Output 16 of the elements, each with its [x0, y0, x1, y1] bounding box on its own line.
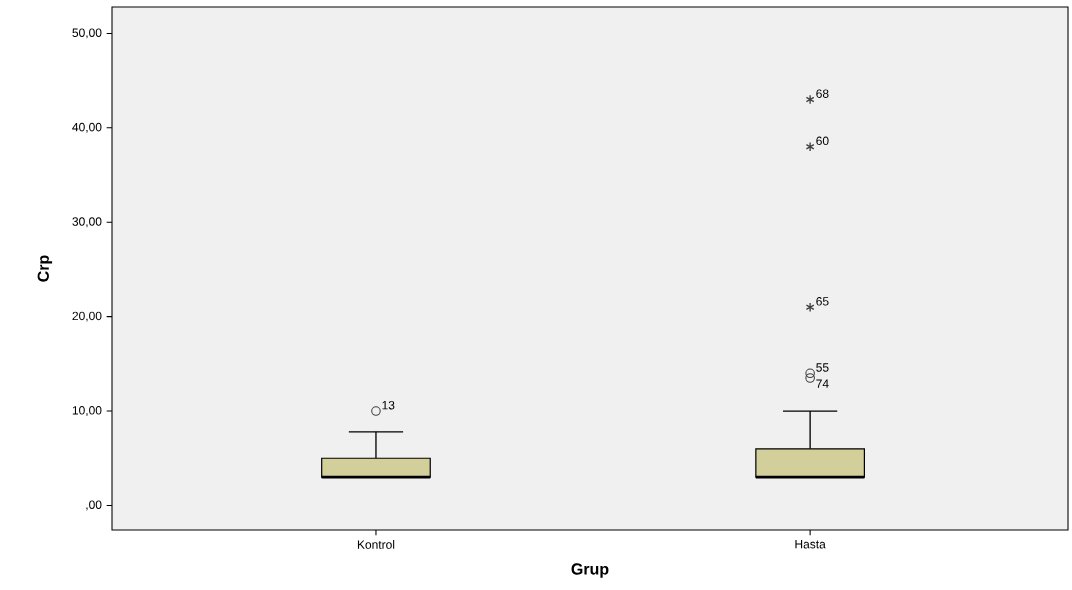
annotation: 68 — [816, 89, 829, 98]
x-tick-label: Hasta — [795, 540, 826, 549]
annotation: 65 — [816, 297, 829, 306]
y-tick-label: 30,00 — [72, 217, 102, 228]
y-tick-label: 40,00 — [72, 122, 102, 133]
y-tick-label: 10,00 — [72, 406, 102, 416]
annotation: 13 — [382, 400, 395, 410]
y-tick-label: 20,00 — [72, 311, 102, 322]
x-axis-title: Grup — [571, 563, 609, 578]
y-tick-label: ,00 — [86, 500, 102, 511]
annotation: 60 — [816, 136, 829, 146]
annotation: 74 — [816, 379, 829, 388]
x-tick-label: Kontrol — [357, 540, 395, 549]
y-tick-label: 50,00 — [72, 28, 102, 39]
y-axis-title: Crp — [37, 255, 53, 282]
annotation: 55 — [816, 363, 829, 372]
